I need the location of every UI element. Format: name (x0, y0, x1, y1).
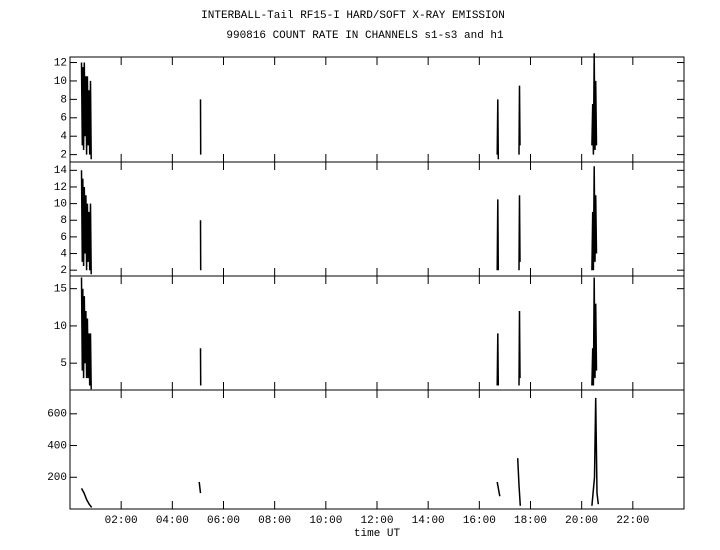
x-tick-label: 20:00 (565, 515, 598, 527)
chart-subtitle: 990816 COUNT RATE IN CHANNELS s1-s3 and … (226, 30, 504, 42)
y-tick-label: 10 (54, 321, 67, 333)
x-tick-label: 06:00 (207, 515, 240, 527)
y-tick-label: 15 (54, 284, 67, 296)
y-tick-label: 2 (60, 265, 67, 277)
x-tick-label: 10:00 (309, 515, 342, 527)
panel-frame (69, 389, 685, 510)
y-tick-label: 8 (60, 215, 67, 227)
y-tick-label: 8 (60, 94, 67, 106)
y-tick-label: 4 (60, 131, 67, 143)
y-tick-label: 400 (47, 440, 67, 452)
y-tick-label: 14 (54, 165, 68, 177)
x-tick-label: 18:00 (514, 515, 547, 527)
data-line (80, 277, 598, 390)
x-axis-label: time UT (354, 528, 401, 540)
x-tick-label: 04:00 (156, 515, 189, 527)
data-line (80, 166, 598, 275)
x-tick-label: 22:00 (616, 515, 649, 527)
y-tick-label: 12 (54, 57, 67, 69)
y-tick-label: 4 (60, 248, 67, 260)
chart-title: INTERBALL-Tail RF15-I HARD/SOFT X-RAY EM… (201, 10, 505, 22)
y-tick-label: 6 (60, 113, 67, 125)
y-tick-label: 6 (60, 232, 67, 244)
x-tick-label: 12:00 (360, 515, 393, 527)
y-tick-label: 10 (54, 199, 67, 211)
data-line (80, 397, 600, 508)
data-line (80, 53, 598, 160)
x-tick-label: 08:00 (258, 515, 291, 527)
y-tick-label: 600 (47, 409, 67, 421)
x-tick-label: 16:00 (463, 515, 496, 527)
y-tick-label: 12 (54, 182, 67, 194)
y-tick-label: 10 (54, 76, 67, 88)
y-tick-label: 2 (60, 150, 67, 162)
x-tick-label: 02:00 (105, 515, 138, 527)
x-tick-label: 14:00 (412, 515, 445, 527)
y-tick-label: 200 (47, 472, 67, 484)
y-tick-label: 5 (60, 358, 67, 370)
